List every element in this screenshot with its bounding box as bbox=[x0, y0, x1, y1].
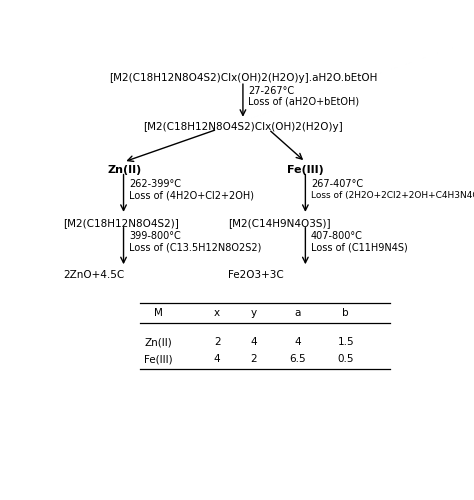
Text: 6.5: 6.5 bbox=[290, 354, 306, 364]
Text: 4: 4 bbox=[214, 354, 220, 364]
Text: Fe(III): Fe(III) bbox=[144, 354, 173, 364]
Text: Fe(III): Fe(III) bbox=[287, 164, 324, 174]
Text: [M2(C14H9N4O3S)]: [M2(C14H9N4O3S)] bbox=[228, 218, 331, 228]
Text: [M2(C18H12N8O4S2)Clx(OH)2(H2O)y].aH2O.bEtOH: [M2(C18H12N8O4S2)Clx(OH)2(H2O)y].aH2O.bE… bbox=[109, 74, 377, 84]
Text: Zn(II): Zn(II) bbox=[107, 164, 141, 174]
Text: [M2(C18H12N8O4S2)Clx(OH)2(H2O)y]: [M2(C18H12N8O4S2)Clx(OH)2(H2O)y] bbox=[143, 122, 343, 132]
Text: M: M bbox=[154, 308, 163, 318]
Text: 2: 2 bbox=[251, 354, 257, 364]
Text: 2ZnO+4.5C: 2ZnO+4.5C bbox=[63, 270, 124, 280]
Text: 2: 2 bbox=[214, 337, 220, 347]
Text: Loss of (2H2O+2Cl2+2OH+C4H3N4OS): Loss of (2H2O+2Cl2+2OH+C4H3N4OS) bbox=[311, 190, 474, 200]
Text: Loss of (aH2O+bEtOH): Loss of (aH2O+bEtOH) bbox=[248, 96, 360, 106]
Text: 27-267°C: 27-267°C bbox=[248, 86, 294, 96]
Text: a: a bbox=[295, 308, 301, 318]
Text: 399-800°C: 399-800°C bbox=[129, 232, 181, 241]
Text: [M2(C18H12N8O4S2)]: [M2(C18H12N8O4S2)] bbox=[63, 218, 179, 228]
Text: 1.5: 1.5 bbox=[337, 337, 354, 347]
Text: Loss of (C11H9N4S): Loss of (C11H9N4S) bbox=[311, 243, 408, 253]
Text: Fe2O3+3C: Fe2O3+3C bbox=[228, 270, 284, 280]
Text: Loss of (C13.5H12N8O2S2): Loss of (C13.5H12N8O2S2) bbox=[129, 243, 262, 253]
Text: 262-399°C: 262-399°C bbox=[129, 178, 181, 188]
Text: y: y bbox=[251, 308, 257, 318]
Text: 0.5: 0.5 bbox=[337, 354, 354, 364]
Text: b: b bbox=[343, 308, 349, 318]
Text: Zn(II): Zn(II) bbox=[145, 337, 173, 347]
Text: x: x bbox=[214, 308, 220, 318]
Text: Loss of (4H2O+Cl2+2OH): Loss of (4H2O+Cl2+2OH) bbox=[129, 190, 254, 200]
Text: 267-407°C: 267-407°C bbox=[311, 178, 363, 188]
Text: 4: 4 bbox=[295, 337, 301, 347]
Text: 4: 4 bbox=[251, 337, 257, 347]
Text: 407-800°C: 407-800°C bbox=[311, 232, 363, 241]
